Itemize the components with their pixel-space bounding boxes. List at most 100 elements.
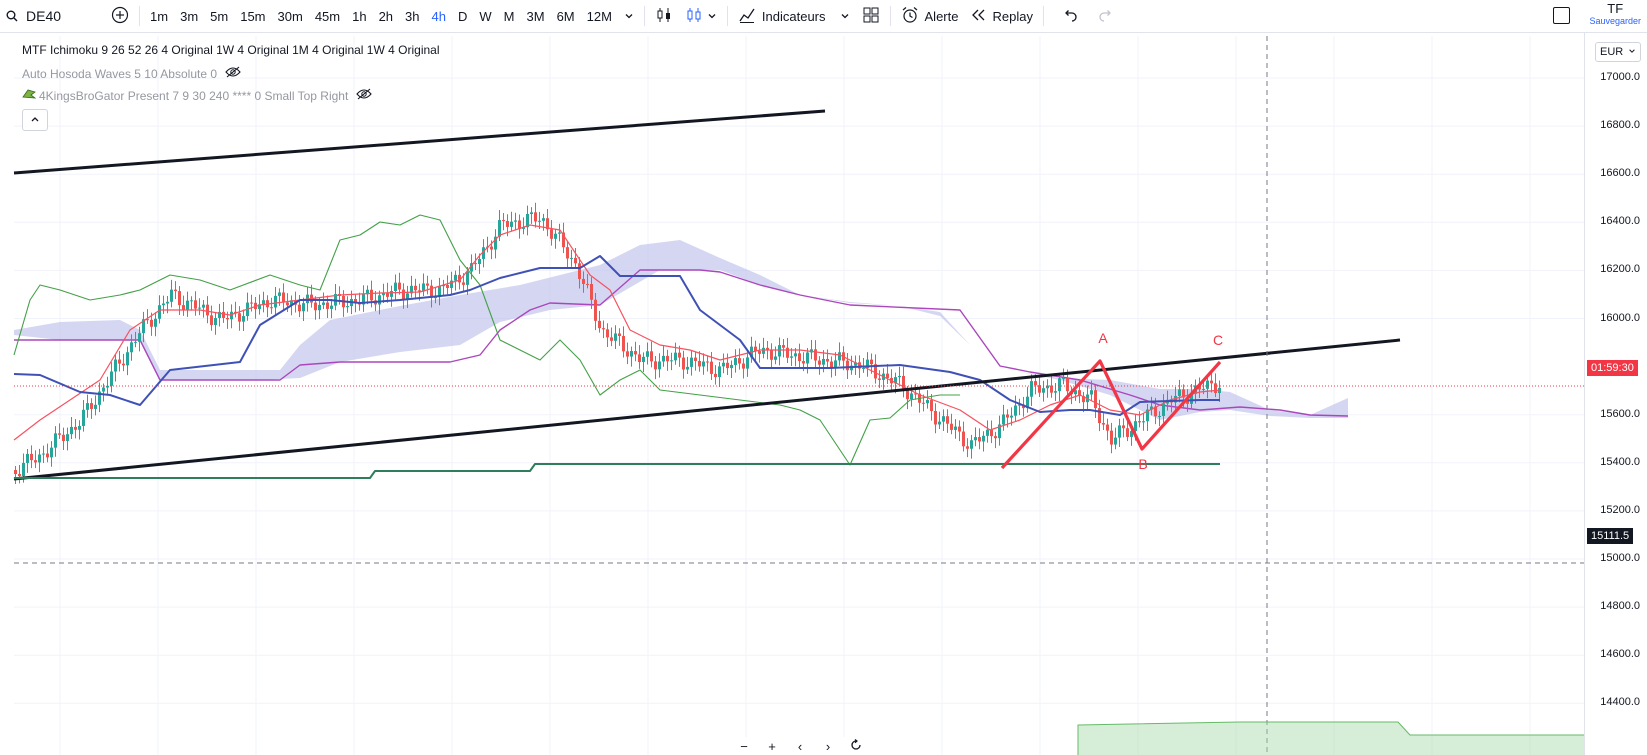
candle-body xyxy=(978,437,981,442)
senkou-span-b-line xyxy=(14,269,1349,417)
replay-button[interactable]: Replay xyxy=(964,0,1038,32)
interval-30m[interactable]: 30m xyxy=(277,8,303,24)
candle-body xyxy=(118,359,121,364)
zoom-in-button[interactable]: + xyxy=(758,737,786,755)
candle-body xyxy=(438,286,441,298)
interval-15m[interactable]: 15m xyxy=(240,8,266,24)
candle-body xyxy=(1118,425,1121,438)
candle-body xyxy=(430,285,433,298)
interval-1h[interactable]: 1h xyxy=(352,8,367,24)
interval-dropdown[interactable] xyxy=(618,0,640,32)
candle-body xyxy=(1190,393,1193,404)
alert-button[interactable]: Alerte xyxy=(895,0,965,32)
candle-body xyxy=(742,363,745,369)
candle-body xyxy=(206,304,209,316)
zoom-out-button[interactable]: − xyxy=(730,737,758,755)
candle-body xyxy=(986,429,989,436)
candle-body xyxy=(670,360,673,362)
price-tick-label: 15000.0 xyxy=(1600,552,1640,564)
candle-body xyxy=(366,289,369,295)
price-tick-label: 14800.0 xyxy=(1600,600,1640,613)
interval-2h[interactable]: 2h xyxy=(378,8,394,24)
bar-style-button[interactable] xyxy=(649,0,679,32)
undo-button[interactable] xyxy=(1056,0,1084,32)
interval-w[interactable]: W xyxy=(479,8,492,24)
candle-body xyxy=(718,366,721,378)
interval-3m[interactable]: 3M xyxy=(526,8,545,24)
interval-4h[interactable]: 4h xyxy=(431,8,446,24)
interval-6m[interactable]: 6M xyxy=(556,8,575,24)
candle-body xyxy=(614,333,617,341)
scroll-left-button[interactable]: ‹ xyxy=(786,737,814,755)
alarm-icon xyxy=(901,6,919,27)
layout-button[interactable] xyxy=(856,0,886,32)
candle-body xyxy=(1050,385,1053,393)
candle-body xyxy=(150,319,153,327)
candle-body xyxy=(490,246,493,250)
candle-body xyxy=(1042,388,1045,393)
compare-button[interactable] xyxy=(105,0,135,32)
undo-icon xyxy=(1062,8,1078,25)
candle-body xyxy=(1054,391,1057,393)
save-layout-button[interactable]: TF Sauvegarder xyxy=(1589,2,1641,27)
candle-body xyxy=(674,352,677,361)
candle-body xyxy=(66,434,69,441)
candle-body xyxy=(642,356,645,363)
eye-off-icon[interactable] xyxy=(356,88,373,103)
legend-mtf-ichimoku[interactable]: MTF Ichimoku 9 26 52 26 4 Original 1W 4 … xyxy=(22,43,440,57)
price-tick-label: 15600.0 xyxy=(1600,407,1640,420)
candle-body xyxy=(446,284,449,288)
interval-3h[interactable]: 3h xyxy=(405,8,420,24)
fullscreen-checkbox[interactable] xyxy=(1553,7,1570,24)
price-chart[interactable]: A B C xyxy=(0,33,1647,755)
candle-body xyxy=(1126,428,1129,437)
candle-body xyxy=(1150,406,1153,410)
candle-body xyxy=(722,362,725,367)
eye-off-icon[interactable] xyxy=(225,66,241,81)
indicators-button[interactable]: Indicateurs xyxy=(732,0,856,32)
candle-body xyxy=(470,263,473,272)
candle-body xyxy=(406,293,409,300)
chevron-down-icon xyxy=(1628,46,1636,58)
future-cloud-border xyxy=(1077,721,1584,755)
interval-45m[interactable]: 45m xyxy=(314,8,341,24)
reset-chart-button[interactable] xyxy=(842,737,870,755)
chart-type-button[interactable] xyxy=(679,0,723,32)
divider xyxy=(726,6,728,26)
legend-kingsbrogator[interactable]: 4KingsBroGator Present 7 9 30 240 **** 0… xyxy=(22,88,373,103)
price-axis[interactable]: 17000.0 16800.0 16600.0 16400.0 16200.0 16000… xyxy=(1584,33,1647,755)
currency-select[interactable]: EUR xyxy=(1595,42,1641,62)
candle-body xyxy=(1038,385,1041,393)
interval-5m[interactable]: 5m xyxy=(210,8,229,24)
candle-body xyxy=(322,302,325,305)
interval-3m[interactable]: 3m xyxy=(180,8,199,24)
candle-body xyxy=(958,426,961,432)
legend-hosoda-waves[interactable]: Auto Hosoda Waves 5 10 Absolute 0 xyxy=(22,66,241,81)
redo-button[interactable] xyxy=(1092,0,1120,32)
candle-body xyxy=(638,354,641,363)
interval-12m[interactable]: 12M xyxy=(586,8,612,24)
collapse-legend-button[interactable] xyxy=(22,109,48,131)
trend-line-lower xyxy=(13,338,1401,481)
candle-body xyxy=(514,220,517,222)
candle-body xyxy=(42,453,45,455)
wave-label-c: C xyxy=(1213,332,1223,348)
candle-body xyxy=(166,301,169,304)
wave-label-a: A xyxy=(1098,330,1108,346)
candle-body xyxy=(38,454,41,463)
ichimoku-cloud xyxy=(14,240,1348,420)
scroll-right-button[interactable]: › xyxy=(814,737,842,755)
candle-body xyxy=(1178,389,1181,396)
interval-m[interactable]: M xyxy=(503,8,515,24)
candle-body xyxy=(1162,403,1165,416)
plus-icon: + xyxy=(768,738,776,754)
candle-body xyxy=(590,284,593,300)
candle-body xyxy=(314,302,317,311)
candle-body xyxy=(282,292,285,303)
legend-label: 4KingsBroGator Present 7 9 30 240 **** 0… xyxy=(39,88,349,103)
symbol-search[interactable]: DE40 xyxy=(0,0,67,32)
candle-body xyxy=(982,435,985,442)
interval-1m[interactable]: 1m xyxy=(150,8,169,24)
candle-body xyxy=(122,363,125,366)
interval-d[interactable]: D xyxy=(457,8,468,24)
